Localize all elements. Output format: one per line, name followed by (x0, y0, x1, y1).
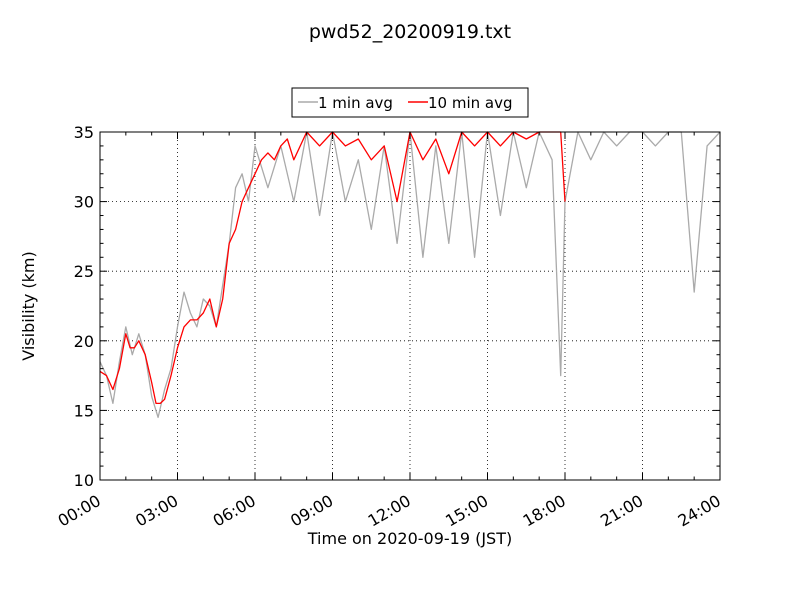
x-tick-label: 09:00 (287, 491, 336, 531)
y-tick-label: 25 (74, 262, 94, 281)
legend-label-1min: 1 min avg (318, 94, 393, 112)
series-line-1min (99, 131, 721, 419)
y-tick-labels: 10 15 20 25 30 35 (74, 123, 94, 490)
x-tick-label: 03:00 (132, 491, 181, 531)
plot-border (99, 131, 721, 481)
x-tick-label: 15:00 (442, 491, 491, 531)
x-tick-label: 18:00 (520, 491, 569, 531)
legend-box (291, 87, 529, 118)
x-tick-label: 00:00 (55, 491, 104, 531)
x-tick-label: 12:00 (365, 491, 414, 531)
x-tick-label: 24:00 (675, 491, 724, 531)
plot-area (99, 131, 721, 481)
y-tick-label: 15 (74, 401, 94, 420)
chart-title: pwd52_20200919.txt (309, 21, 511, 43)
y-tick-label: 35 (74, 123, 94, 142)
x-tick-labels: 00:00 03:00 06:00 09:00 12:00 15:00 18:00 21:00… (55, 491, 724, 531)
plot-frame (100, 132, 720, 480)
y-tick-label: 20 (74, 332, 94, 351)
legend-label-10min: 10 min avg (428, 94, 513, 112)
y-tick-label: 10 (74, 471, 94, 490)
legend: 1 min avg 10 min avg (291, 87, 529, 118)
y-axis-label: Visibility (km) (19, 251, 38, 360)
grid (100, 132, 720, 480)
y-tick-label: 30 (74, 193, 94, 212)
x-tick-label: 06:00 (210, 491, 259, 531)
x-axis-label: Time on 2020-09-19 (JST) (307, 529, 512, 548)
x-tick-label: 21:00 (597, 491, 646, 531)
